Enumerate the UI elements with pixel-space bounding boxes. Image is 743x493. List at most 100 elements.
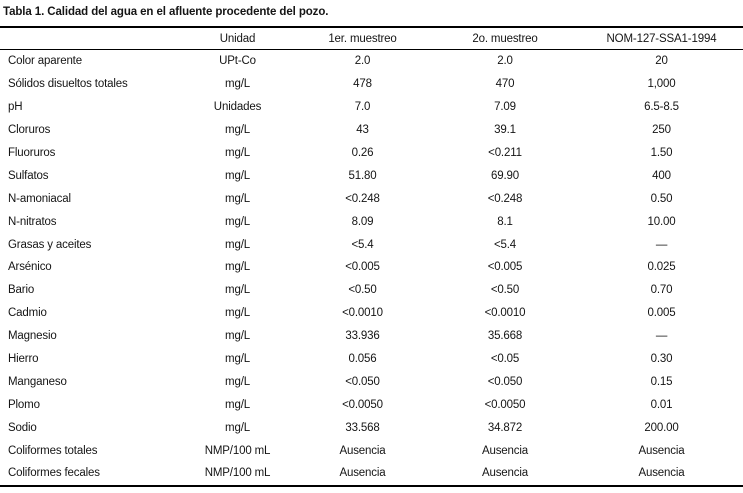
table-header: Unidad 1er. muestreo 2o. muestreo NOM-127-S… <box>0 27 743 50</box>
table-row: N-nitratos mg/L 8.09 8.1 10.00 <box>0 210 743 233</box>
sample1-cell: 7.0 <box>354 101 371 114</box>
table-row: pH Unidades 7.0 7.09 6.5-8.5 <box>0 96 743 119</box>
nom-cell: 400 <box>652 169 671 182</box>
sample2-cell: 35.668 <box>487 330 523 343</box>
param-cell: Coliformes fecales <box>8 467 100 480</box>
unit-cell: mg/L <box>225 78 250 91</box>
sample1-cell: 43 <box>356 124 369 137</box>
sample2-cell: <0.211 <box>488 147 522 159</box>
sample1-cell: <5.4 <box>351 238 374 251</box>
table-row: Manganeso mg/L <0.050 <0.050 0.15 <box>0 370 743 393</box>
unit-cell: mg/L <box>225 375 250 388</box>
param-cell: Grasas y aceites <box>8 238 92 251</box>
param-cell: Magnesio <box>8 330 57 343</box>
table-row: Magnesio mg/L 33.936 35.668 — <box>0 325 743 348</box>
sample2-cell: <0.005 <box>487 261 523 274</box>
table-row: Coliformes totales NMP/100 mL Ausencia Ause… <box>0 439 743 462</box>
sample1-cell: 33.936 <box>345 330 380 343</box>
table-title: Tabla 1. Calidad del agua en el afluente… <box>3 6 329 18</box>
header-row: Unidad 1er. muestreo 2o. muestreo NOM-127-S… <box>0 27 743 50</box>
param-cell: Sodio <box>8 421 37 434</box>
sample1-cell: 8.09 <box>351 215 374 228</box>
sample2-cell: 470 <box>495 78 515 91</box>
sample2-cell: <0.248 <box>487 192 523 205</box>
table-row: N-amoniacal mg/L <0.248 <0.248 0.50 <box>0 187 743 210</box>
sample1-cell: <0.005 <box>345 261 380 274</box>
unit-cell: mg/L <box>225 238 250 251</box>
param-cell: Cloruros <box>8 124 51 137</box>
sample2-cell: <0.0050 <box>484 398 526 411</box>
nom-cell: Ausencia <box>638 467 685 480</box>
sample2-cell: 34.872 <box>487 421 523 434</box>
unit-cell: NMP/100 mL <box>204 444 271 457</box>
param-cell: Plomo <box>8 398 40 411</box>
unit-cell: mg/L <box>225 169 250 182</box>
nom-cell: Ausencia <box>638 444 685 457</box>
sample1-cell: <0.050 <box>345 375 380 388</box>
table-row: Cloruros mg/L 43 39.1 250 <box>0 119 743 142</box>
param-header <box>0 27 180 50</box>
table-row: Color aparente UPt-Co 2.0 2.0 20 <box>0 50 743 73</box>
sample1-cell: 478 <box>353 78 372 91</box>
sample1-cell: <0.248 <box>345 192 380 205</box>
unit-cell: mg/L <box>225 353 250 366</box>
nom-cell: — <box>655 330 668 343</box>
table-row: Plomo mg/L <0.0050 <0.0050 0.01 <box>0 393 743 416</box>
nom-cell: 0.15 <box>650 375 673 388</box>
sample2-header: 2o. muestreo <box>430 27 580 50</box>
param-cell: Coliformes totales <box>8 444 98 457</box>
sample2-cell: 69.90 <box>490 169 520 182</box>
unit-cell: Unidades <box>213 101 262 114</box>
sample2-cell: 8.1 <box>497 215 513 228</box>
sample1-cell: <0.0010 <box>342 307 383 320</box>
table-row: Grasas y aceites mg/L <5.4 <5.4 — <box>0 233 743 256</box>
param-cell: Arsénico <box>8 261 52 274</box>
unit-cell: mg/L <box>225 215 250 228</box>
sample2-cell: 2.0 <box>497 55 513 68</box>
param-cell: N-nitratos <box>8 215 57 228</box>
sample1-cell: 33.568 <box>345 421 380 434</box>
sample2-cell: <5.4 <box>493 238 517 251</box>
table-row: Coliformes fecales NMP/100 mL Ausencia Ause… <box>0 462 743 486</box>
param-cell: N-amoniacal <box>8 192 71 205</box>
param-cell: Hierro <box>8 353 39 366</box>
unit-cell: mg/L <box>225 124 250 137</box>
unit-cell: mg/L <box>225 330 250 343</box>
table-row: Hierro mg/L 0.056 <0.05 0.30 <box>0 348 743 371</box>
nom-header: NOM-127-SSA1-1994 <box>580 27 743 50</box>
nom-cell: 200.00 <box>644 421 679 434</box>
nom-cell: 0.30 <box>650 353 673 366</box>
unit-cell: mg/L <box>225 284 250 297</box>
nom-cell: 0.70 <box>650 284 673 297</box>
param-cell: Fluoruros <box>8 147 56 159</box>
nom-cell: 1.50 <box>650 147 673 159</box>
nom-cell: 20 <box>655 55 668 68</box>
sample2-cell: 39.1 <box>494 124 516 137</box>
param-cell: Cadmio <box>8 307 47 320</box>
sample1-header: 1er. muestreo <box>295 27 430 50</box>
sample1-cell: Ausencia <box>339 467 386 480</box>
sample2-cell: Ausencia <box>481 444 529 457</box>
sample2-cell: <0.05 <box>490 353 520 366</box>
sample1-cell: <0.0050 <box>342 398 383 411</box>
sample1-cell: <0.50 <box>348 284 377 297</box>
param-cell: Sulfatos <box>8 169 49 182</box>
param-cell: Color aparente <box>8 55 82 68</box>
param-cell: Manganeso <box>8 375 67 388</box>
table-row: Fluoruros mg/L 0.26 <0.211 1.50 <box>0 142 743 165</box>
nom-cell: 0.01 <box>650 398 673 411</box>
table-row: Arsénico mg/L <0.005 <0.005 0.025 <box>0 256 743 279</box>
sample1-cell: Ausencia <box>339 444 386 457</box>
table-row: Sólidos disueltos totales mg/L 478 470 1,000 <box>0 73 743 96</box>
nom-cell: 1,000 <box>647 78 676 91</box>
sample1-cell: 0.26 <box>351 147 374 159</box>
sample2-cell: <0.50 <box>490 284 520 297</box>
table-row: Cadmio mg/L <0.0010 <0.0010 0.005 <box>0 302 743 325</box>
sample2-cell: 7.09 <box>494 101 516 114</box>
sample2-cell: <0.0010 <box>484 307 526 320</box>
table-row: Sulfatos mg/L 51.80 69.90 400 <box>0 164 743 187</box>
nom-cell: 10.00 <box>647 215 676 228</box>
water-quality-table: Unidad 1er. muestreo 2o. muestreo NOM-127-S… <box>0 26 743 487</box>
param-cell: Sólidos disueltos totales <box>8 78 128 91</box>
